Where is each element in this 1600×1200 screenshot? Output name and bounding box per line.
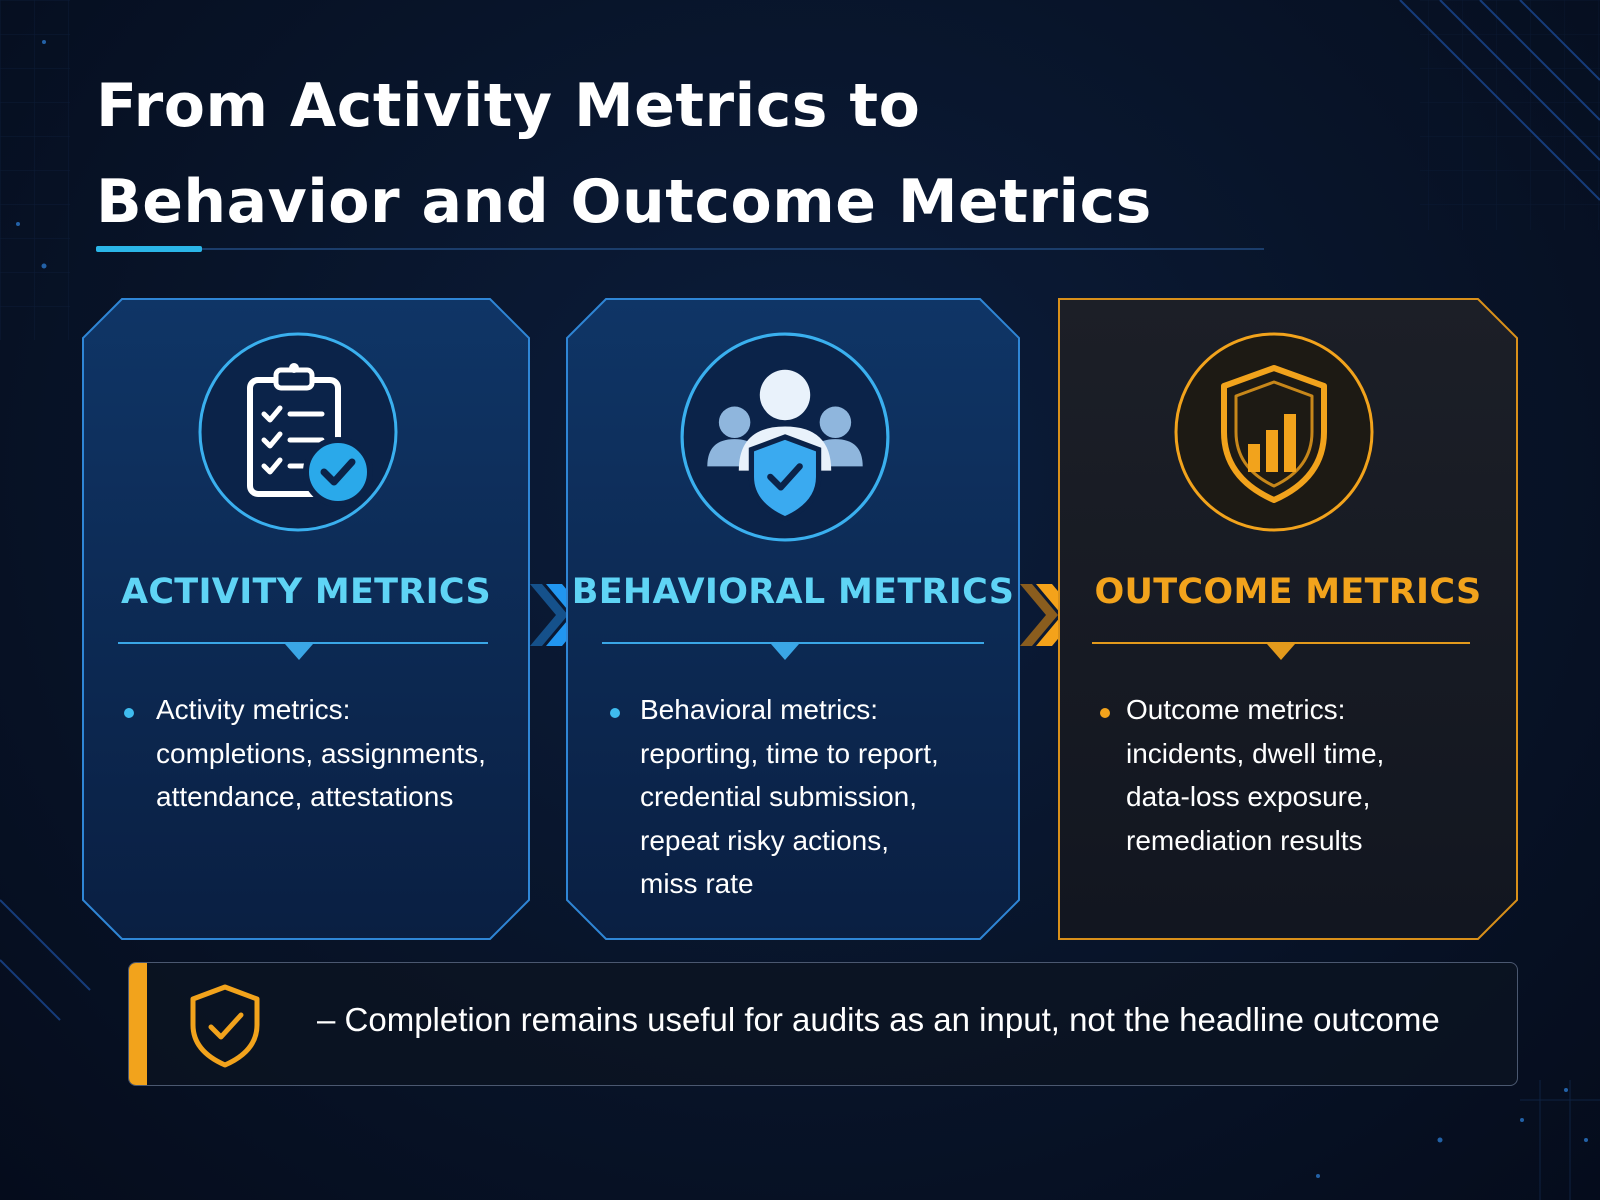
card-divider-notch	[285, 644, 313, 660]
card-title: ACTIVITY METRICS	[120, 572, 492, 612]
card-divider	[1092, 642, 1470, 644]
title-underline-accent	[96, 246, 202, 252]
bullet-dot	[610, 708, 620, 718]
card-frame	[566, 298, 1020, 940]
bullet-dot	[124, 708, 134, 718]
title-underline	[96, 248, 1264, 250]
card-divider-notch	[771, 644, 799, 660]
outcome-metrics-card: OUTCOME METRICS Outcome metrics: inciden…	[1058, 298, 1518, 940]
callout-accent-bar	[129, 963, 147, 1085]
behavioral-metrics-card: BEHAVIORAL METRICS Behavioral metrics: r…	[566, 298, 1020, 940]
card-frame	[82, 298, 530, 940]
shield-chart-icon	[1174, 332, 1374, 532]
users-shield-icon	[680, 332, 890, 542]
outcome-icon-circle	[1174, 332, 1374, 532]
page-title: From Activity Metrics to Behavior and Ou…	[96, 71, 1152, 237]
bullet-dot	[1100, 708, 1110, 718]
card-divider	[602, 642, 984, 644]
card-divider-notch	[1267, 644, 1295, 660]
outcome-metrics-text: Outcome metrics: incidents, dwell time, …	[1126, 694, 1385, 856]
shield-check-icon	[190, 984, 260, 1068]
activity-metrics-text: Activity metrics: completions, assignmen…	[156, 694, 486, 812]
activity-metrics-card: ACTIVITY METRICS Activity metrics: compl…	[82, 298, 530, 940]
callout-text: – Completion remains useful for audits a…	[317, 1001, 1440, 1038]
card-title: BEHAVIORAL METRICS	[571, 572, 1015, 612]
behavioral-metrics-text: Behavioral metrics: reporting, time to r…	[640, 694, 939, 899]
callout-note: – Completion remains useful for audits a…	[128, 962, 1518, 1086]
activity-icon-circle	[198, 332, 398, 532]
behavioral-icon-circle	[680, 332, 890, 542]
clipboard-check-icon	[198, 332, 398, 532]
card-frame	[1058, 298, 1518, 940]
card-divider	[118, 642, 488, 644]
card-title: OUTCOME METRICS	[1094, 572, 1482, 612]
